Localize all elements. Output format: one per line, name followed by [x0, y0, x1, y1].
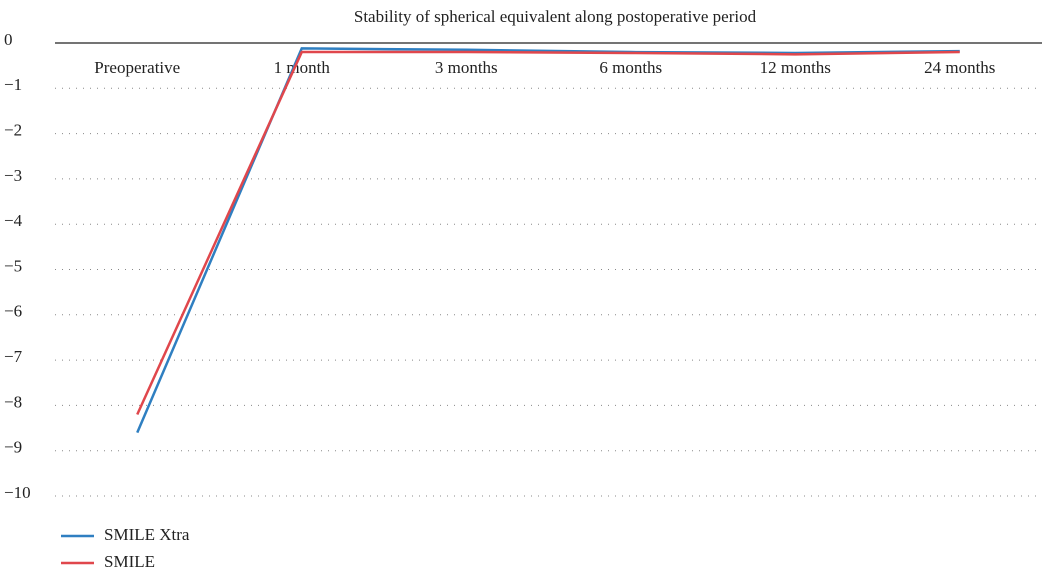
y-tick-label: −4	[4, 211, 23, 230]
y-tick-label: −1	[4, 75, 22, 94]
y-tick-label: −7	[4, 347, 23, 366]
y-tick-label: 0	[4, 30, 13, 49]
y-tick-label: −3	[4, 166, 22, 185]
y-tick-label: −9	[4, 438, 22, 457]
y-tick-label: −10	[4, 483, 31, 502]
x-tick-label: 6 months	[599, 58, 662, 77]
x-tick-label: 3 months	[435, 58, 498, 77]
chart-title: Stability of spherical equivalent along …	[354, 7, 757, 26]
legend-label: SMILE	[104, 552, 155, 571]
y-tick-label: −6	[4, 302, 22, 321]
y-tick-label: −8	[4, 392, 22, 411]
x-tick-label: 24 months	[924, 58, 995, 77]
x-tick-label: Preoperative	[94, 58, 180, 77]
series-line	[136, 47, 960, 434]
legend-label: SMILE Xtra	[104, 525, 190, 544]
x-tick-label: 12 months	[760, 58, 831, 77]
x-tick-label: 1 month	[274, 58, 331, 77]
y-tick-label: −5	[4, 256, 22, 275]
y-tick-label: −2	[4, 121, 22, 140]
series-line	[136, 50, 960, 415]
